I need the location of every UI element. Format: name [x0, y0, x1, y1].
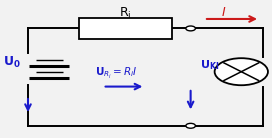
Bar — [79, 18, 172, 39]
Text: $\mathit{I}$: $\mathit{I}$ — [221, 6, 227, 19]
Text: U$_\mathregular{KI}$: U$_\mathregular{KI}$ — [200, 58, 219, 72]
Text: U$_\mathregular{0}$: U$_\mathregular{0}$ — [3, 55, 21, 70]
Text: R$_\mathregular{i}$: R$_\mathregular{i}$ — [119, 6, 132, 21]
Circle shape — [215, 58, 268, 85]
Circle shape — [186, 26, 195, 31]
Circle shape — [186, 123, 195, 128]
Text: $\mathregular{U}_{R_i} = R_i I$: $\mathregular{U}_{R_i} = R_i I$ — [95, 66, 137, 81]
